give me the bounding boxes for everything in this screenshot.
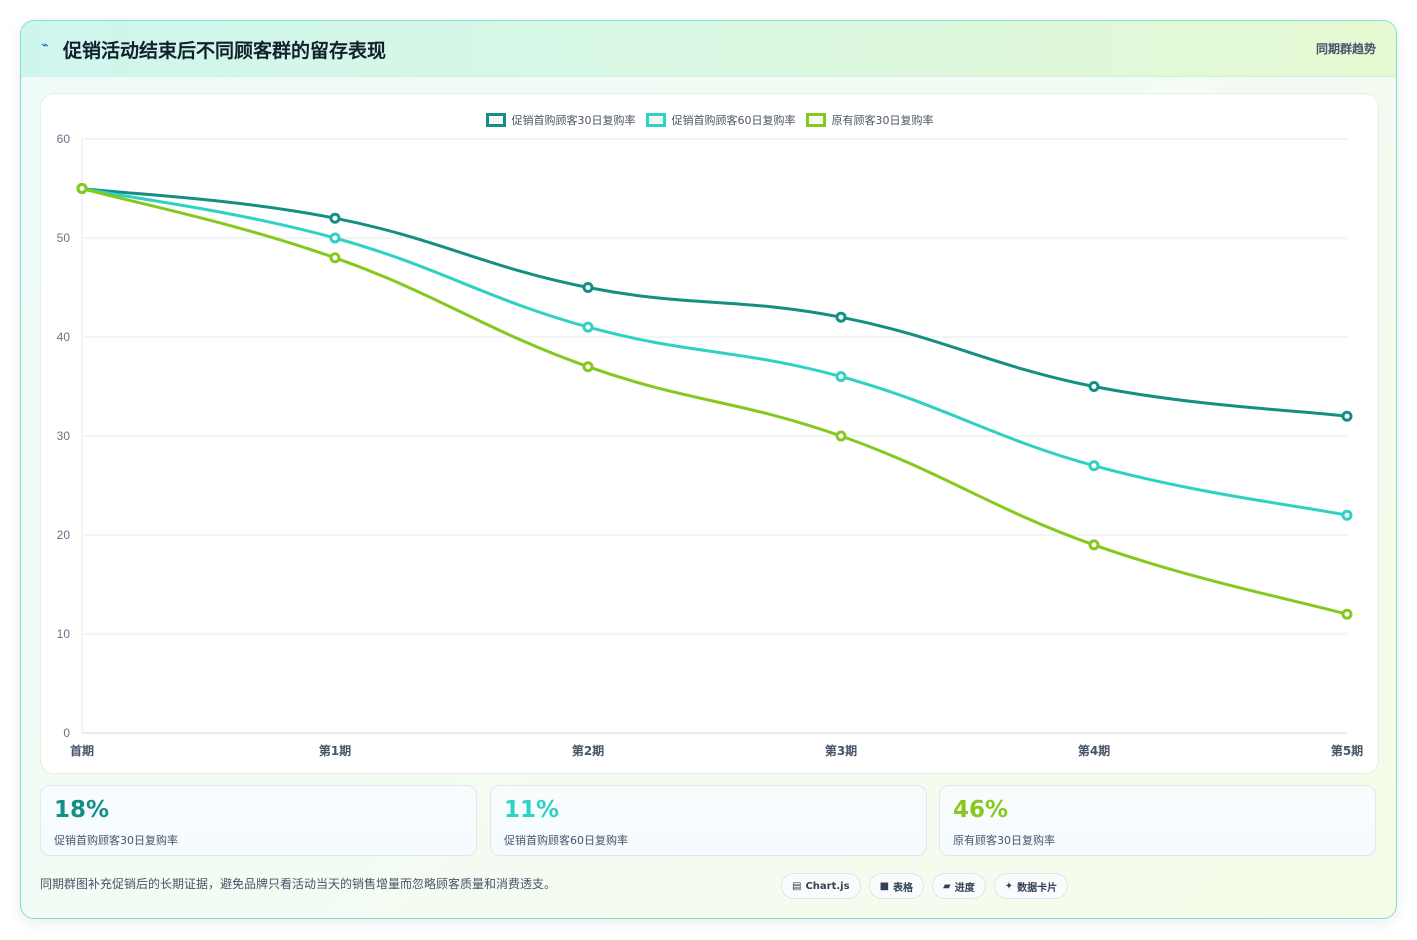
stat-label: 促销首购顾客30日复购率 bbox=[54, 834, 178, 847]
legend-item[interactable]: 促销首购顾客60日复购率 bbox=[645, 112, 796, 128]
chip-label: 进度 bbox=[954, 882, 975, 894]
chart-icon: ▤ bbox=[792, 880, 802, 892]
x-tick-label: 首期 bbox=[70, 743, 94, 758]
series-line-1 bbox=[81, 187, 1348, 517]
x-tick-label: 第3期 bbox=[825, 743, 857, 758]
data-point bbox=[1088, 539, 1100, 551]
legend-swatch-1 bbox=[645, 113, 666, 127]
data-point bbox=[1341, 608, 1353, 620]
data-point bbox=[835, 371, 847, 383]
chip-chartjs[interactable]: ▤ Chart.js bbox=[781, 873, 861, 899]
x-tick-label: 第1期 bbox=[319, 743, 351, 758]
y-tick-label: 20 bbox=[57, 528, 71, 542]
page-title: 促销活动结束后不同顾客群的留存表现 bbox=[63, 40, 387, 62]
stat-label: 原有顾客30日复购率 bbox=[953, 834, 1055, 847]
data-point bbox=[329, 232, 341, 244]
data-point bbox=[329, 212, 341, 224]
y-tick-label: 10 bbox=[57, 627, 71, 641]
progress-icon: ▰ bbox=[943, 880, 951, 892]
y-tick-label: 30 bbox=[57, 429, 71, 443]
series-line-2 bbox=[81, 187, 1348, 616]
stat-value: 11% bbox=[504, 797, 560, 823]
data-point bbox=[835, 430, 847, 442]
series-line-0 bbox=[81, 187, 1348, 418]
chip-group: ▤ Chart.js ■ 表格 ▰ 进度 ✦ 数据卡片 bbox=[781, 873, 1069, 899]
data-point bbox=[582, 282, 594, 293]
stat-card: 46% 原有顾客30日复购率 bbox=[939, 785, 1376, 856]
data-point bbox=[835, 311, 847, 323]
data-point bbox=[1341, 410, 1353, 422]
y-tick-label: 50 bbox=[57, 231, 71, 245]
legend-item[interactable]: 促销首购顾客30日复购率 bbox=[485, 112, 636, 128]
legend-label: 促销首购顾客60日复购率 bbox=[671, 114, 796, 127]
chart-card: ⌁ 促销活动结束后不同顾客群的留存表现 同期群趋势 促销首购顾客30日复购率 促… bbox=[20, 20, 1397, 919]
x-tick-label: 第5期 bbox=[1331, 743, 1363, 758]
chip-progress[interactable]: ▰ 进度 bbox=[932, 873, 986, 899]
x-tick-label: 第4期 bbox=[1078, 743, 1110, 758]
data-point bbox=[329, 252, 341, 264]
footnote: 同期群图补充促销后的长期证据，避免品牌只看活动当天的销售增量而忽略顾客质量和消费… bbox=[40, 877, 557, 891]
legend-swatch-0 bbox=[485, 113, 506, 127]
stat-value: 18% bbox=[54, 797, 110, 823]
chip-table[interactable]: ■ 表格 bbox=[868, 873, 925, 899]
table-icon: ■ bbox=[879, 880, 890, 892]
data-point bbox=[1341, 509, 1353, 521]
stat-label: 促销首购顾客60日复购率 bbox=[504, 834, 628, 847]
card-header: ⌁ 促销活动结束后不同顾客群的留存表现 同期群趋势 bbox=[21, 21, 1396, 77]
chip-label: Chart.js bbox=[805, 880, 850, 892]
stat-value: 46% bbox=[953, 797, 1009, 823]
y-tick-label: 40 bbox=[57, 330, 71, 344]
chip-label: 表格 bbox=[893, 882, 914, 894]
chip-label: 数据卡片 bbox=[1017, 882, 1058, 894]
chip-datacard[interactable]: ✦ 数据卡片 bbox=[993, 873, 1069, 899]
data-point bbox=[582, 321, 594, 333]
chart-area: 促销首购顾客30日复购率 促销首购顾客60日复购率 原有顾客30日复购率 0 10… bbox=[40, 93, 1379, 774]
lightning-icon: ⌁ bbox=[41, 38, 49, 53]
stat-card: 11% 促销首购顾客60日复购率 bbox=[490, 785, 927, 856]
header-tag: 同期群趋势 bbox=[1315, 42, 1376, 56]
sparkle-icon: ✦ bbox=[1004, 880, 1014, 892]
legend-label: 原有顾客30日复购率 bbox=[831, 114, 934, 127]
legend-swatch-2 bbox=[805, 113, 826, 127]
y-tick-label: 60 bbox=[57, 132, 71, 146]
data-point bbox=[1088, 460, 1100, 472]
data-point bbox=[76, 183, 88, 194]
legend-item[interactable]: 原有顾客30日复购率 bbox=[805, 112, 934, 128]
stat-card: 18% 促销首购顾客30日复购率 bbox=[40, 785, 477, 856]
x-tick-label: 第2期 bbox=[572, 743, 604, 758]
data-point bbox=[1088, 381, 1100, 392]
y-tick-label: 0 bbox=[63, 726, 70, 740]
data-point bbox=[582, 361, 594, 373]
legend: 促销首购顾客30日复购率 促销首购顾客60日复购率 原有顾客30日复购率 bbox=[41, 112, 1378, 128]
line-chart: 0 10 20 30 40 50 60 首期 第1期 第2期 第3期 第4期 第5期 bbox=[57, 132, 1364, 758]
legend-label: 促销首购顾客30日复购率 bbox=[511, 114, 636, 127]
